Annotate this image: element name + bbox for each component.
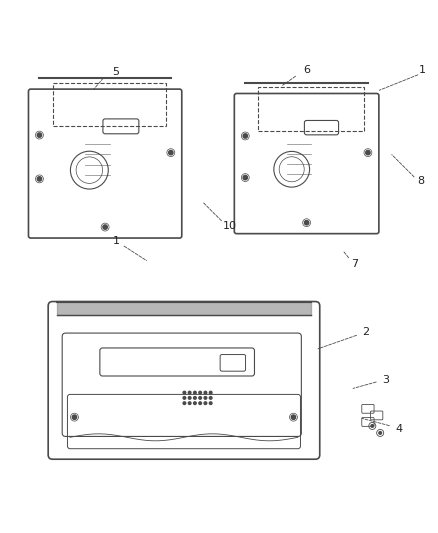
Circle shape bbox=[209, 397, 212, 399]
Circle shape bbox=[209, 391, 212, 394]
Circle shape bbox=[204, 397, 207, 399]
Circle shape bbox=[188, 397, 191, 399]
Circle shape bbox=[194, 391, 196, 394]
Bar bbox=[53, 83, 166, 126]
Circle shape bbox=[304, 221, 309, 225]
Text: 10: 10 bbox=[223, 221, 237, 231]
Circle shape bbox=[183, 391, 186, 394]
Text: 1: 1 bbox=[113, 236, 120, 246]
Circle shape bbox=[199, 402, 201, 405]
Text: 2: 2 bbox=[362, 327, 369, 337]
Circle shape bbox=[243, 134, 247, 138]
Text: 4: 4 bbox=[395, 424, 402, 433]
Circle shape bbox=[379, 432, 381, 434]
Text: 3: 3 bbox=[382, 375, 389, 384]
Circle shape bbox=[194, 402, 196, 405]
Circle shape bbox=[72, 415, 77, 419]
Circle shape bbox=[291, 415, 296, 419]
Circle shape bbox=[199, 397, 201, 399]
Circle shape bbox=[103, 225, 107, 229]
Bar bbox=[258, 87, 364, 131]
Circle shape bbox=[183, 402, 186, 405]
Circle shape bbox=[188, 402, 191, 405]
Circle shape bbox=[204, 402, 207, 405]
Circle shape bbox=[199, 391, 201, 394]
Text: 1: 1 bbox=[419, 65, 426, 75]
Circle shape bbox=[37, 133, 42, 138]
Text: 8: 8 bbox=[417, 176, 424, 186]
Text: 5: 5 bbox=[113, 67, 120, 77]
Circle shape bbox=[183, 397, 186, 399]
Circle shape bbox=[366, 150, 370, 155]
Circle shape bbox=[169, 150, 173, 155]
Circle shape bbox=[243, 175, 247, 180]
Circle shape bbox=[209, 402, 212, 405]
Text: 7: 7 bbox=[351, 260, 358, 269]
Circle shape bbox=[188, 391, 191, 394]
Text: 6: 6 bbox=[303, 65, 310, 75]
Circle shape bbox=[204, 391, 207, 394]
Circle shape bbox=[371, 425, 374, 427]
Circle shape bbox=[194, 397, 196, 399]
Circle shape bbox=[37, 177, 42, 181]
